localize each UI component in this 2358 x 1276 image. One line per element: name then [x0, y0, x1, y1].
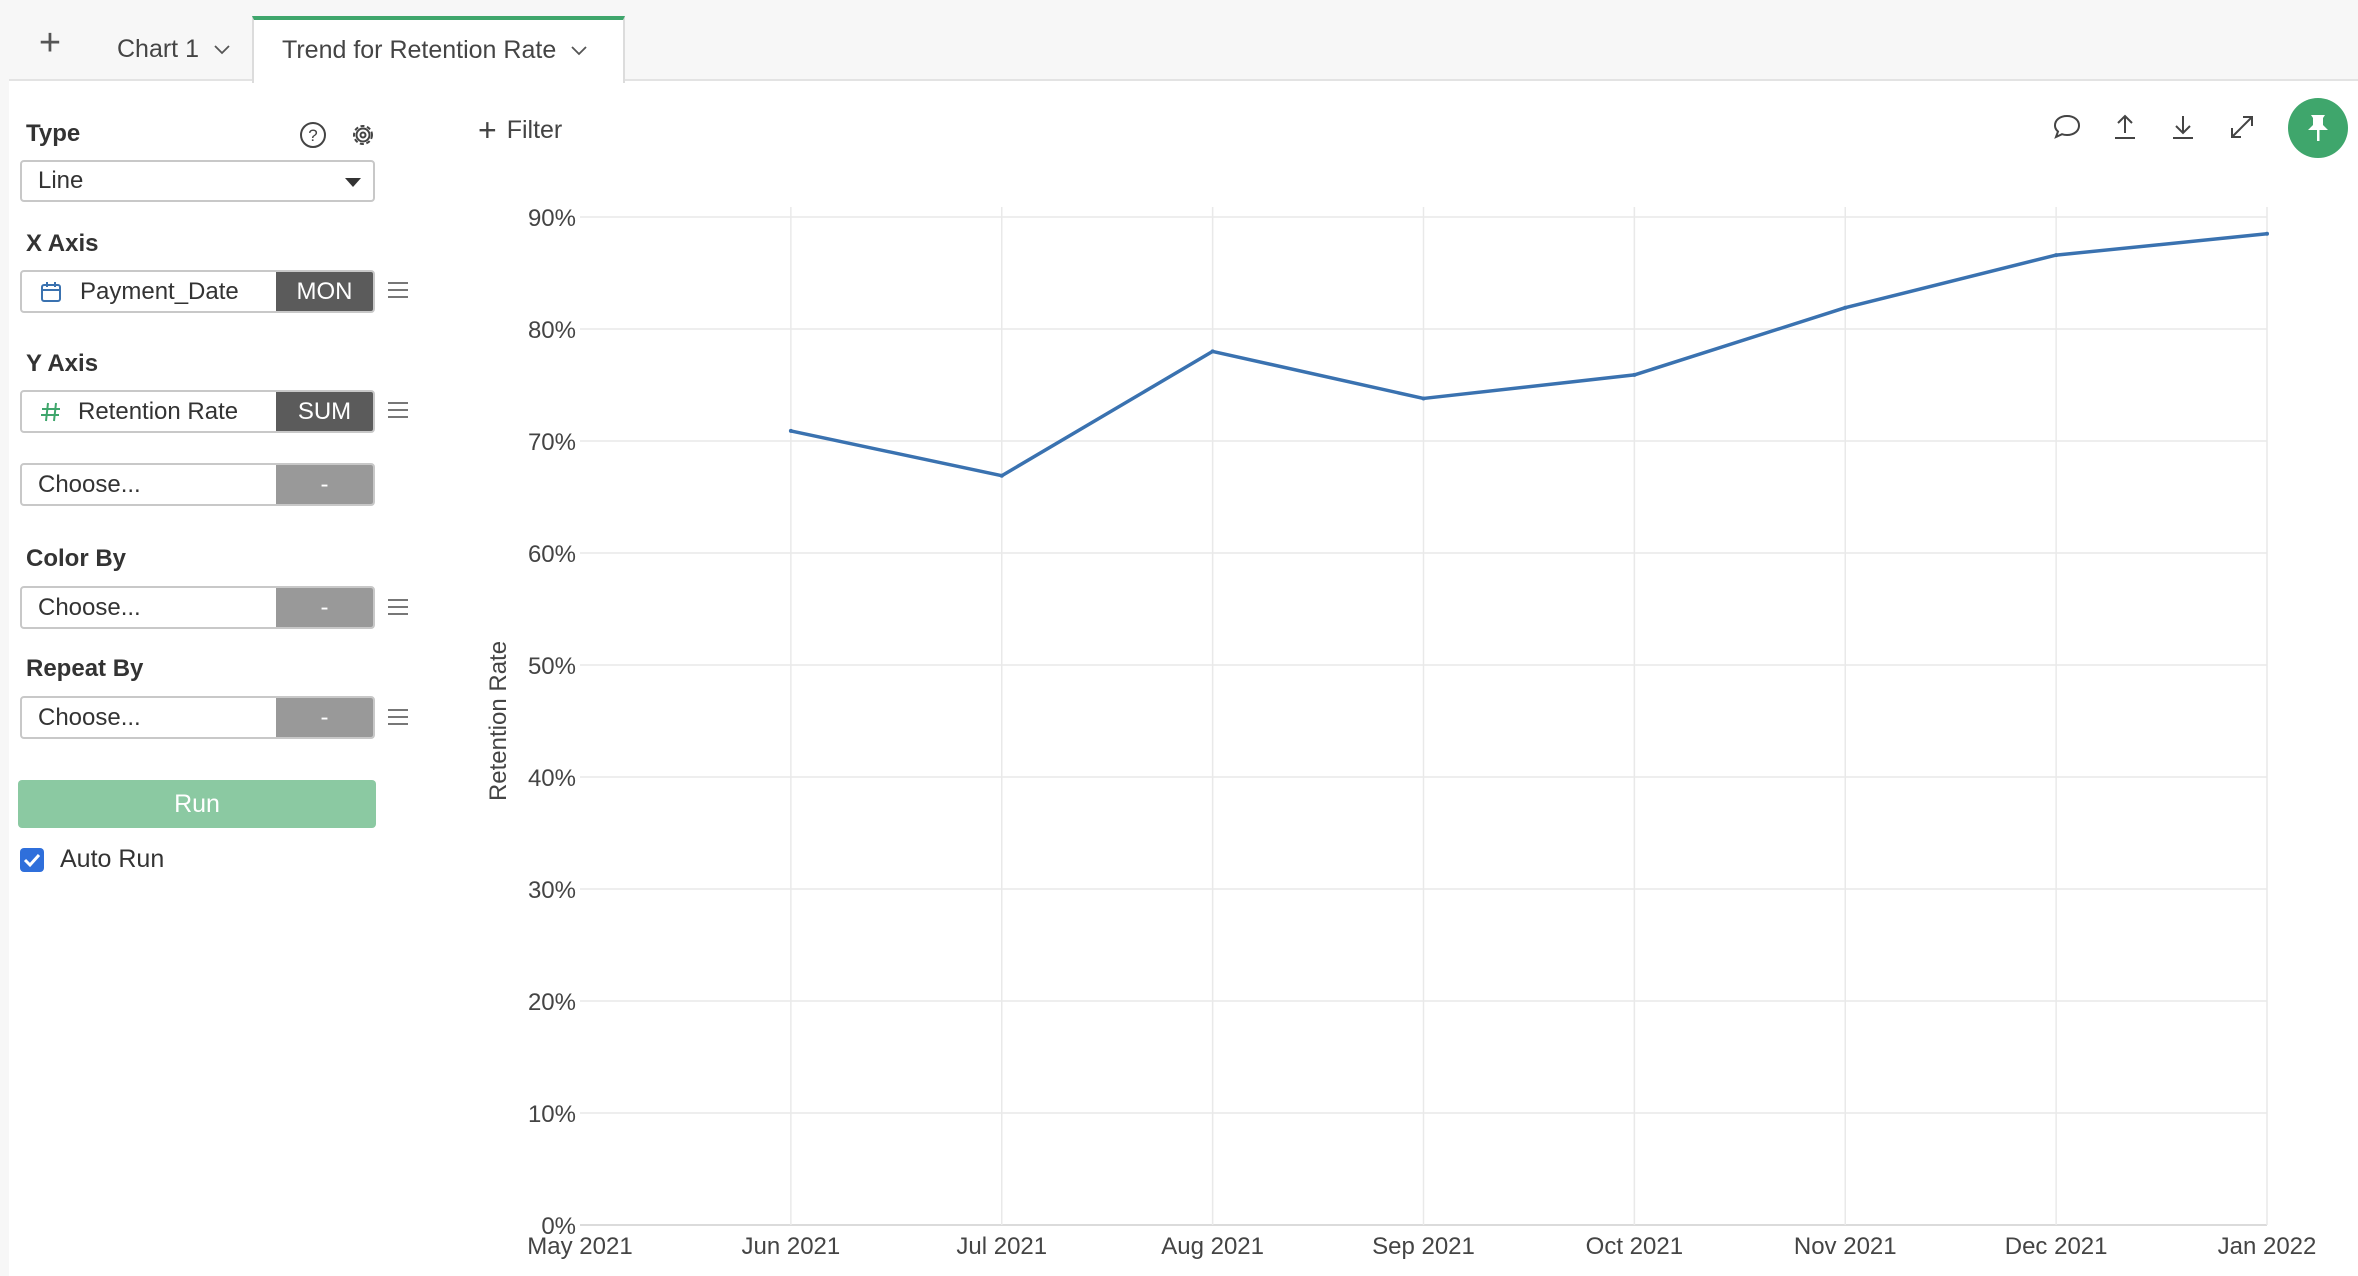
data-point — [2265, 231, 2269, 236]
color-by-label: Color By — [26, 545, 127, 572]
chart-type-select[interactable]: Line — [20, 160, 375, 202]
chart-type-value: Line — [38, 167, 84, 194]
plus-icon: + — [478, 112, 497, 148]
y-tick-label: 40% — [528, 765, 576, 792]
data-point — [999, 473, 1004, 478]
color-by-placeholder: Choose... — [38, 594, 141, 621]
tab-bar: + Chart 1 Trend for Retention Rate — [9, 0, 2358, 83]
data-point — [1843, 305, 1848, 310]
x-axis-label: X Axis — [26, 230, 99, 257]
data-point — [2054, 253, 2059, 258]
filter-label: Filter — [506, 116, 563, 144]
repeat-by-label: Repeat By — [26, 655, 144, 682]
x-tick-label: Aug 2021 — [1161, 1233, 1264, 1260]
color-by-field[interactable]: Choose... - — [20, 586, 375, 629]
calendar-icon — [41, 282, 61, 302]
x-axis-menu-icon[interactable] — [386, 280, 410, 300]
help-icon[interactable]: ? — [298, 120, 328, 150]
y-tick-label: 20% — [528, 989, 576, 1016]
repeat-by-aggregation-button[interactable]: - — [276, 698, 373, 737]
svg-text:?: ? — [308, 126, 317, 145]
x-tick-label: Oct 2021 — [1586, 1233, 1683, 1260]
data-point — [1210, 349, 1215, 354]
repeat-by-placeholder: Choose... — [38, 704, 141, 731]
repeat-by-field[interactable]: Choose... - — [20, 696, 375, 739]
auto-run-label: Auto Run — [60, 845, 165, 873]
add-tab-button[interactable]: + — [38, 22, 62, 64]
tab-label: Trend for Retention Rate — [282, 36, 557, 64]
data-point — [1421, 396, 1426, 401]
tab-trend-retention-rate[interactable]: Trend for Retention Rate — [252, 16, 625, 83]
x-axis-aggregation-button[interactable]: MON — [276, 272, 373, 311]
type-label: Type — [26, 120, 81, 147]
run-button[interactable]: Run — [18, 780, 376, 828]
upload-icon[interactable] — [2110, 112, 2140, 142]
x-tick-label: May 2021 — [527, 1233, 632, 1260]
tab-chart-1[interactable]: Chart 1 — [89, 18, 258, 81]
y-axis-extra-placeholder: Choose... — [38, 471, 141, 498]
checkmark-icon — [23, 853, 41, 868]
y-axis-aggregation-button[interactable]: SUM — [276, 392, 373, 431]
y-tick-label: 50% — [528, 653, 576, 680]
y-axis-field[interactable]: Retention Rate SUM — [20, 390, 375, 433]
add-filter-button[interactable]: + Filter — [478, 112, 562, 149]
pin-button[interactable] — [2288, 98, 2348, 158]
x-tick-label: Jan 2022 — [2218, 1233, 2317, 1260]
y-axis-extra-aggregation-button[interactable]: - — [276, 465, 373, 504]
retention-rate-line — [790, 232, 2268, 478]
download-icon[interactable] — [2168, 112, 2198, 142]
y-tick-label: 70% — [528, 429, 576, 456]
x-tick-label: Jul 2021 — [956, 1233, 1047, 1260]
x-tick-label: Dec 2021 — [2005, 1233, 2108, 1260]
y-axis-menu-icon[interactable] — [386, 400, 410, 420]
y-tick-label: 0% — [541, 1213, 576, 1240]
comment-icon[interactable] — [2052, 112, 2082, 142]
y-axis-extra-field[interactable]: Choose... - — [20, 463, 375, 506]
y-axis-field-name: Retention Rate — [78, 398, 239, 425]
y-tick-label: 30% — [528, 877, 576, 904]
x-tick-label: Sep 2021 — [1372, 1233, 1475, 1260]
x-tick-label: Jun 2021 — [741, 1233, 840, 1260]
line-chart: 0% 10% 20% 30% 40% 50% 60% 70% 80% 90% May 2021 Jun… — [485, 205, 2317, 1260]
repeat-by-menu-icon[interactable] — [386, 707, 410, 727]
x-tick-label: Nov 2021 — [1794, 1233, 1897, 1260]
left-edge — [0, 0, 9, 1276]
color-by-menu-icon[interactable] — [386, 597, 410, 617]
data-point — [788, 428, 793, 433]
caret-down-icon — [345, 178, 361, 187]
y-axis-label: Y Axis — [26, 350, 99, 377]
x-axis-field-name: Payment_Date — [80, 278, 239, 305]
chevron-down-icon[interactable] — [571, 46, 587, 56]
data-point — [1632, 372, 1637, 377]
gear-icon[interactable] — [348, 120, 378, 150]
y-tick-label: 80% — [528, 317, 576, 344]
hash-icon — [41, 402, 60, 422]
expand-icon[interactable] — [2227, 112, 2257, 142]
chevron-down-icon[interactable] — [214, 45, 230, 55]
y-tick-label: 60% — [528, 541, 576, 568]
y-tick-label: 90% — [528, 205, 576, 232]
color-by-aggregation-button[interactable]: - — [276, 588, 373, 627]
pin-icon — [2308, 115, 2328, 141]
auto-run-checkbox[interactable] — [20, 848, 44, 872]
x-axis-field[interactable]: Payment_Date MON — [20, 270, 375, 313]
y-tick-label: 10% — [528, 1101, 576, 1128]
tab-label: Chart 1 — [117, 35, 199, 63]
y-axis-title: Retention Rate — [485, 641, 512, 801]
